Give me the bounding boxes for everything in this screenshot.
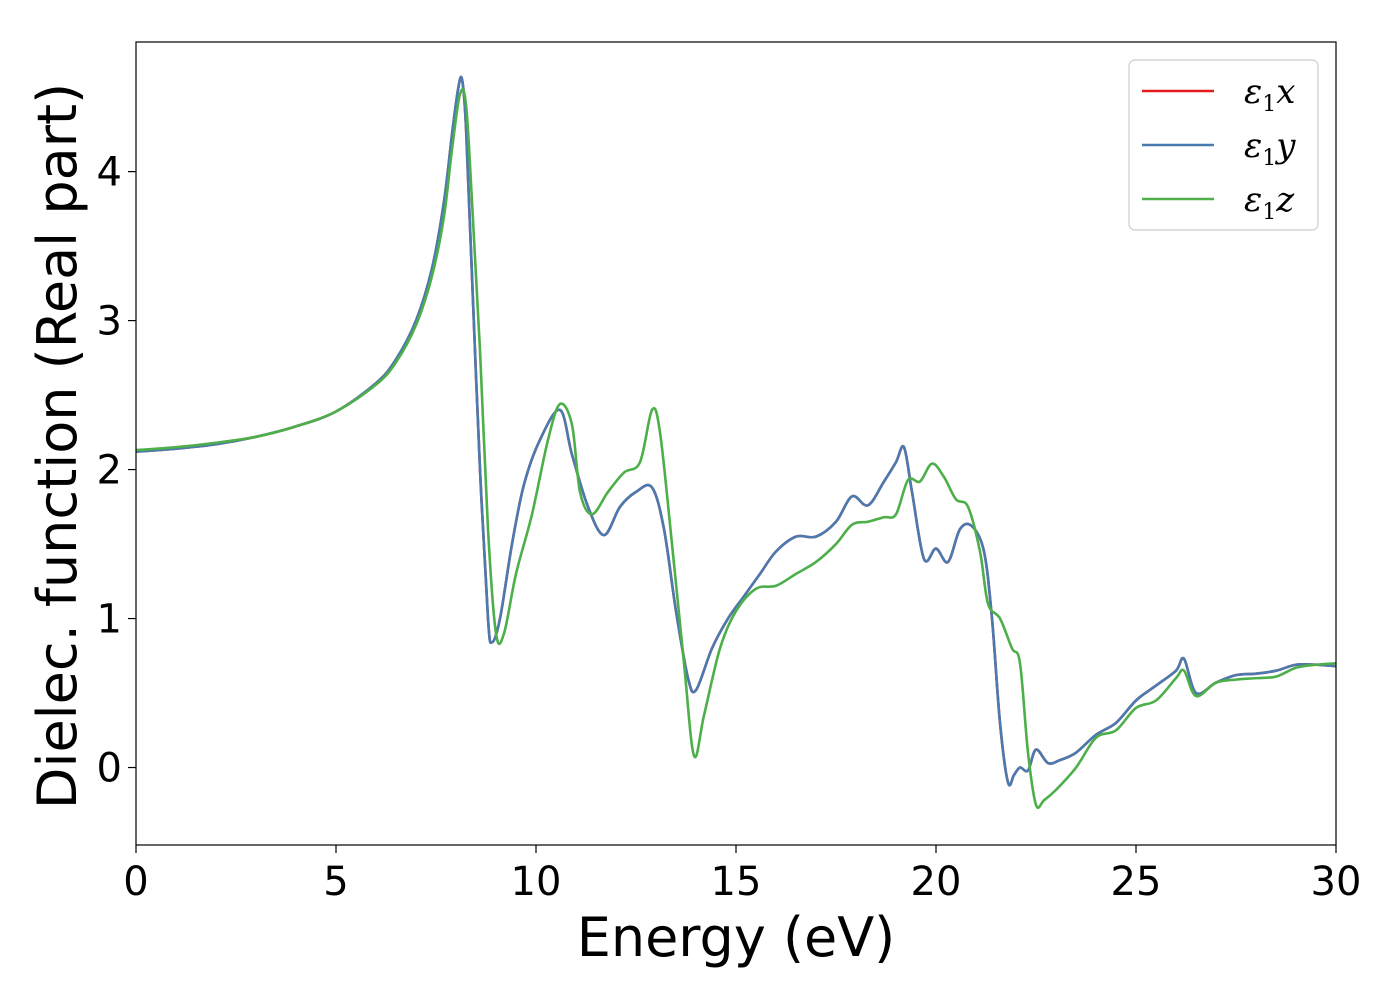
x-tick-label: 30 (1311, 859, 1362, 905)
y-tick-label: 0 (97, 746, 122, 792)
legend-label-base: ε (1244, 180, 1262, 220)
x-tick-label: 20 (911, 859, 962, 905)
x-axis: 0 5 10 15 20 25 30 (123, 845, 1361, 905)
x-tick-label: 0 (123, 859, 148, 905)
legend-label-base: ε (1244, 72, 1262, 112)
legend-label-subscript: 1 (1262, 146, 1276, 171)
legend-label-y: ε1y (1244, 126, 1296, 171)
y-tick-label: 4 (97, 150, 122, 196)
legend-label-x: ε1x (1244, 72, 1295, 117)
y-axis: 0 1 2 3 4 (97, 150, 136, 792)
y-tick-label: 2 (97, 448, 122, 494)
legend-box (1128, 59, 1319, 231)
legend-label-base: ε (1244, 126, 1262, 166)
legend-label-suffix: z (1275, 180, 1295, 220)
legend-label-subscript: 1 (1262, 92, 1276, 117)
series-layer (136, 75, 1336, 810)
x-tick-label: 15 (711, 859, 762, 905)
x-tick-label: 5 (323, 859, 348, 905)
y-tick-label: 3 (97, 299, 122, 345)
legend-label-z: ε1z (1244, 180, 1295, 225)
x-axis-label: Energy (eV) (577, 906, 896, 969)
legend-label-suffix: x (1276, 72, 1295, 112)
series-line-y (136, 75, 1336, 787)
x-tick-label: 25 (1111, 859, 1162, 905)
y-tick-label: 1 (97, 597, 122, 643)
legend-label-suffix: y (1274, 126, 1296, 166)
series-line-z (136, 88, 1336, 810)
legend-label-subscript: 1 (1262, 200, 1276, 225)
x-tick-label: 10 (511, 859, 562, 905)
y-axis-label: Dielec. function (Real part) (26, 83, 89, 809)
